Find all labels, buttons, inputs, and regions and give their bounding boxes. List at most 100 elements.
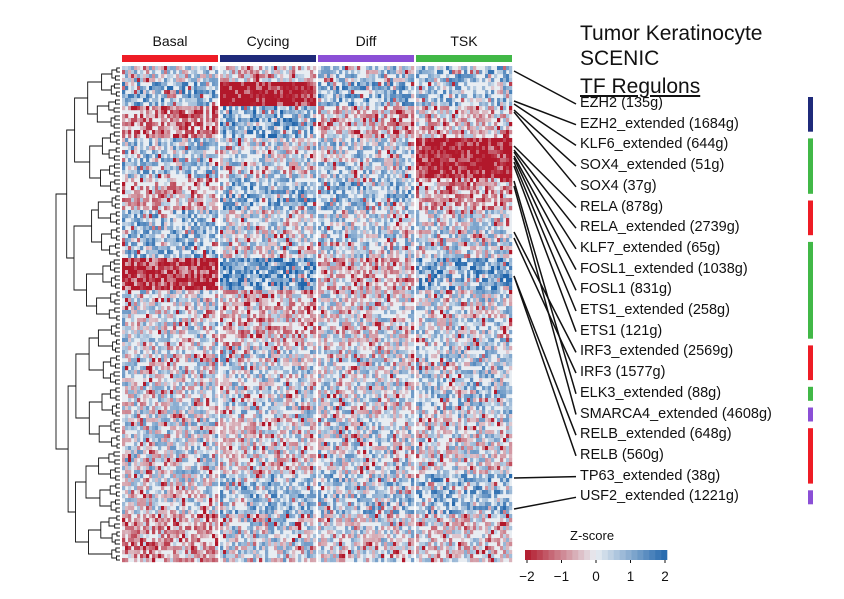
heatmap-cell: [229, 130, 233, 135]
heatmap-cell: [212, 438, 216, 443]
heatmap-cell: [179, 266, 183, 271]
heatmap-cell: [146, 110, 150, 115]
heatmap-cell: [283, 286, 287, 291]
heatmap-cell: [125, 242, 129, 247]
heatmap-cell: [134, 358, 138, 363]
heatmap-cell: [188, 258, 192, 263]
heatmap-cell: [265, 78, 269, 83]
heatmap-cell: [271, 66, 275, 71]
heatmap-cell: [170, 110, 174, 115]
heatmap-cell: [226, 66, 230, 71]
heatmap-cell: [244, 290, 248, 295]
heatmap-cell: [212, 426, 216, 431]
heatmap-cell: [194, 494, 198, 499]
heatmap-cell: [241, 290, 245, 295]
heatmap-cell: [220, 118, 224, 123]
heatmap-cell: [283, 78, 287, 83]
heatmap-cell: [271, 134, 275, 139]
heatmap-cell: [176, 126, 180, 131]
heatmap-cell: [209, 78, 213, 83]
heatmap-cell: [310, 358, 314, 363]
heatmap-cell: [215, 170, 219, 175]
dendrogram-branch: [110, 85, 117, 95]
heatmap-cell: [191, 86, 195, 91]
dendrogram-branch: [115, 355, 120, 361]
heatmap-cell: [137, 102, 141, 107]
heatmap-cell: [253, 298, 257, 303]
heatmap-cell: [235, 238, 239, 243]
heatmap-cell: [244, 94, 248, 99]
heatmap-cell: [146, 518, 150, 523]
heatmap-cell: [149, 402, 153, 407]
heatmap-cell: [125, 458, 129, 463]
heatmap-cell: [182, 450, 186, 455]
heatmap-cell: [146, 462, 150, 467]
heatmap-cell: [176, 554, 180, 559]
heatmap-cell: [134, 330, 138, 335]
heatmap-cell: [152, 538, 156, 543]
heatmap-cell: [289, 270, 293, 275]
heatmap-cell: [250, 226, 254, 231]
heatmap-cell: [188, 146, 192, 151]
heatmap-cell: [259, 114, 263, 119]
heatmap-cell: [146, 346, 150, 351]
heatmap-cell: [220, 298, 224, 303]
heatmap-cell: [149, 510, 153, 515]
heatmap-cell: [238, 290, 242, 295]
heatmap-cell: [304, 238, 308, 243]
heatmap-cell: [241, 86, 245, 91]
heatmap-cell: [122, 374, 126, 379]
heatmap-cell: [152, 346, 156, 351]
heatmap-cell: [182, 514, 186, 519]
heatmap-cell: [146, 78, 150, 83]
heatmap-cell: [188, 554, 192, 559]
heatmap-cell: [206, 198, 210, 203]
heatmap-cell: [155, 206, 159, 211]
heatmap-cell: [241, 146, 245, 151]
heatmap-cell: [167, 450, 171, 455]
heatmap-cell: [265, 190, 269, 195]
heatmap-cell: [292, 238, 296, 243]
heatmap-cell: [265, 302, 269, 307]
heatmap-cell: [152, 130, 156, 135]
heatmap-cell: [194, 478, 198, 483]
heatmap-cell: [286, 382, 290, 387]
heatmap-cell: [185, 74, 189, 79]
heatmap-cell: [167, 310, 171, 315]
heatmap-cell: [268, 158, 272, 163]
heatmap-cell: [185, 94, 189, 99]
heatmap-cell: [188, 186, 192, 191]
heatmap-cell: [158, 306, 162, 311]
heatmap-cell: [298, 362, 302, 367]
heatmap-cell: [268, 94, 272, 99]
heatmap-cell: [125, 498, 129, 503]
heatmap-cell: [197, 114, 201, 119]
heatmap-cell: [188, 434, 192, 439]
heatmap-cell: [164, 354, 168, 359]
heatmap-cell: [259, 362, 263, 367]
heatmap-cell: [247, 86, 251, 91]
heatmap-cell: [259, 186, 263, 191]
heatmap-cell: [188, 74, 192, 79]
heatmap-cell: [122, 118, 126, 123]
heatmap-cell: [215, 402, 219, 407]
heatmap-cell: [170, 106, 174, 111]
heatmap-cell: [155, 174, 159, 179]
heatmap-cell: [209, 494, 213, 499]
heatmap-cell: [232, 342, 236, 347]
heatmap-cell: [215, 242, 219, 247]
heatmap-cell: [203, 314, 207, 319]
heatmap-cell: [155, 450, 159, 455]
heatmap-cell: [268, 150, 272, 155]
heatmap-cell: [229, 118, 233, 123]
heatmap-cell: [128, 538, 132, 543]
heatmap-cell: [265, 358, 269, 363]
heatmap-cell: [220, 150, 224, 155]
heatmap-cell: [280, 274, 284, 279]
heatmap-cell: [146, 314, 150, 319]
heatmap-cell: [170, 374, 174, 379]
heatmap-cell: [295, 370, 299, 375]
heatmap-cell: [212, 550, 216, 555]
heatmap-cell: [229, 362, 233, 367]
dendrogram-branch: [108, 149, 117, 159]
